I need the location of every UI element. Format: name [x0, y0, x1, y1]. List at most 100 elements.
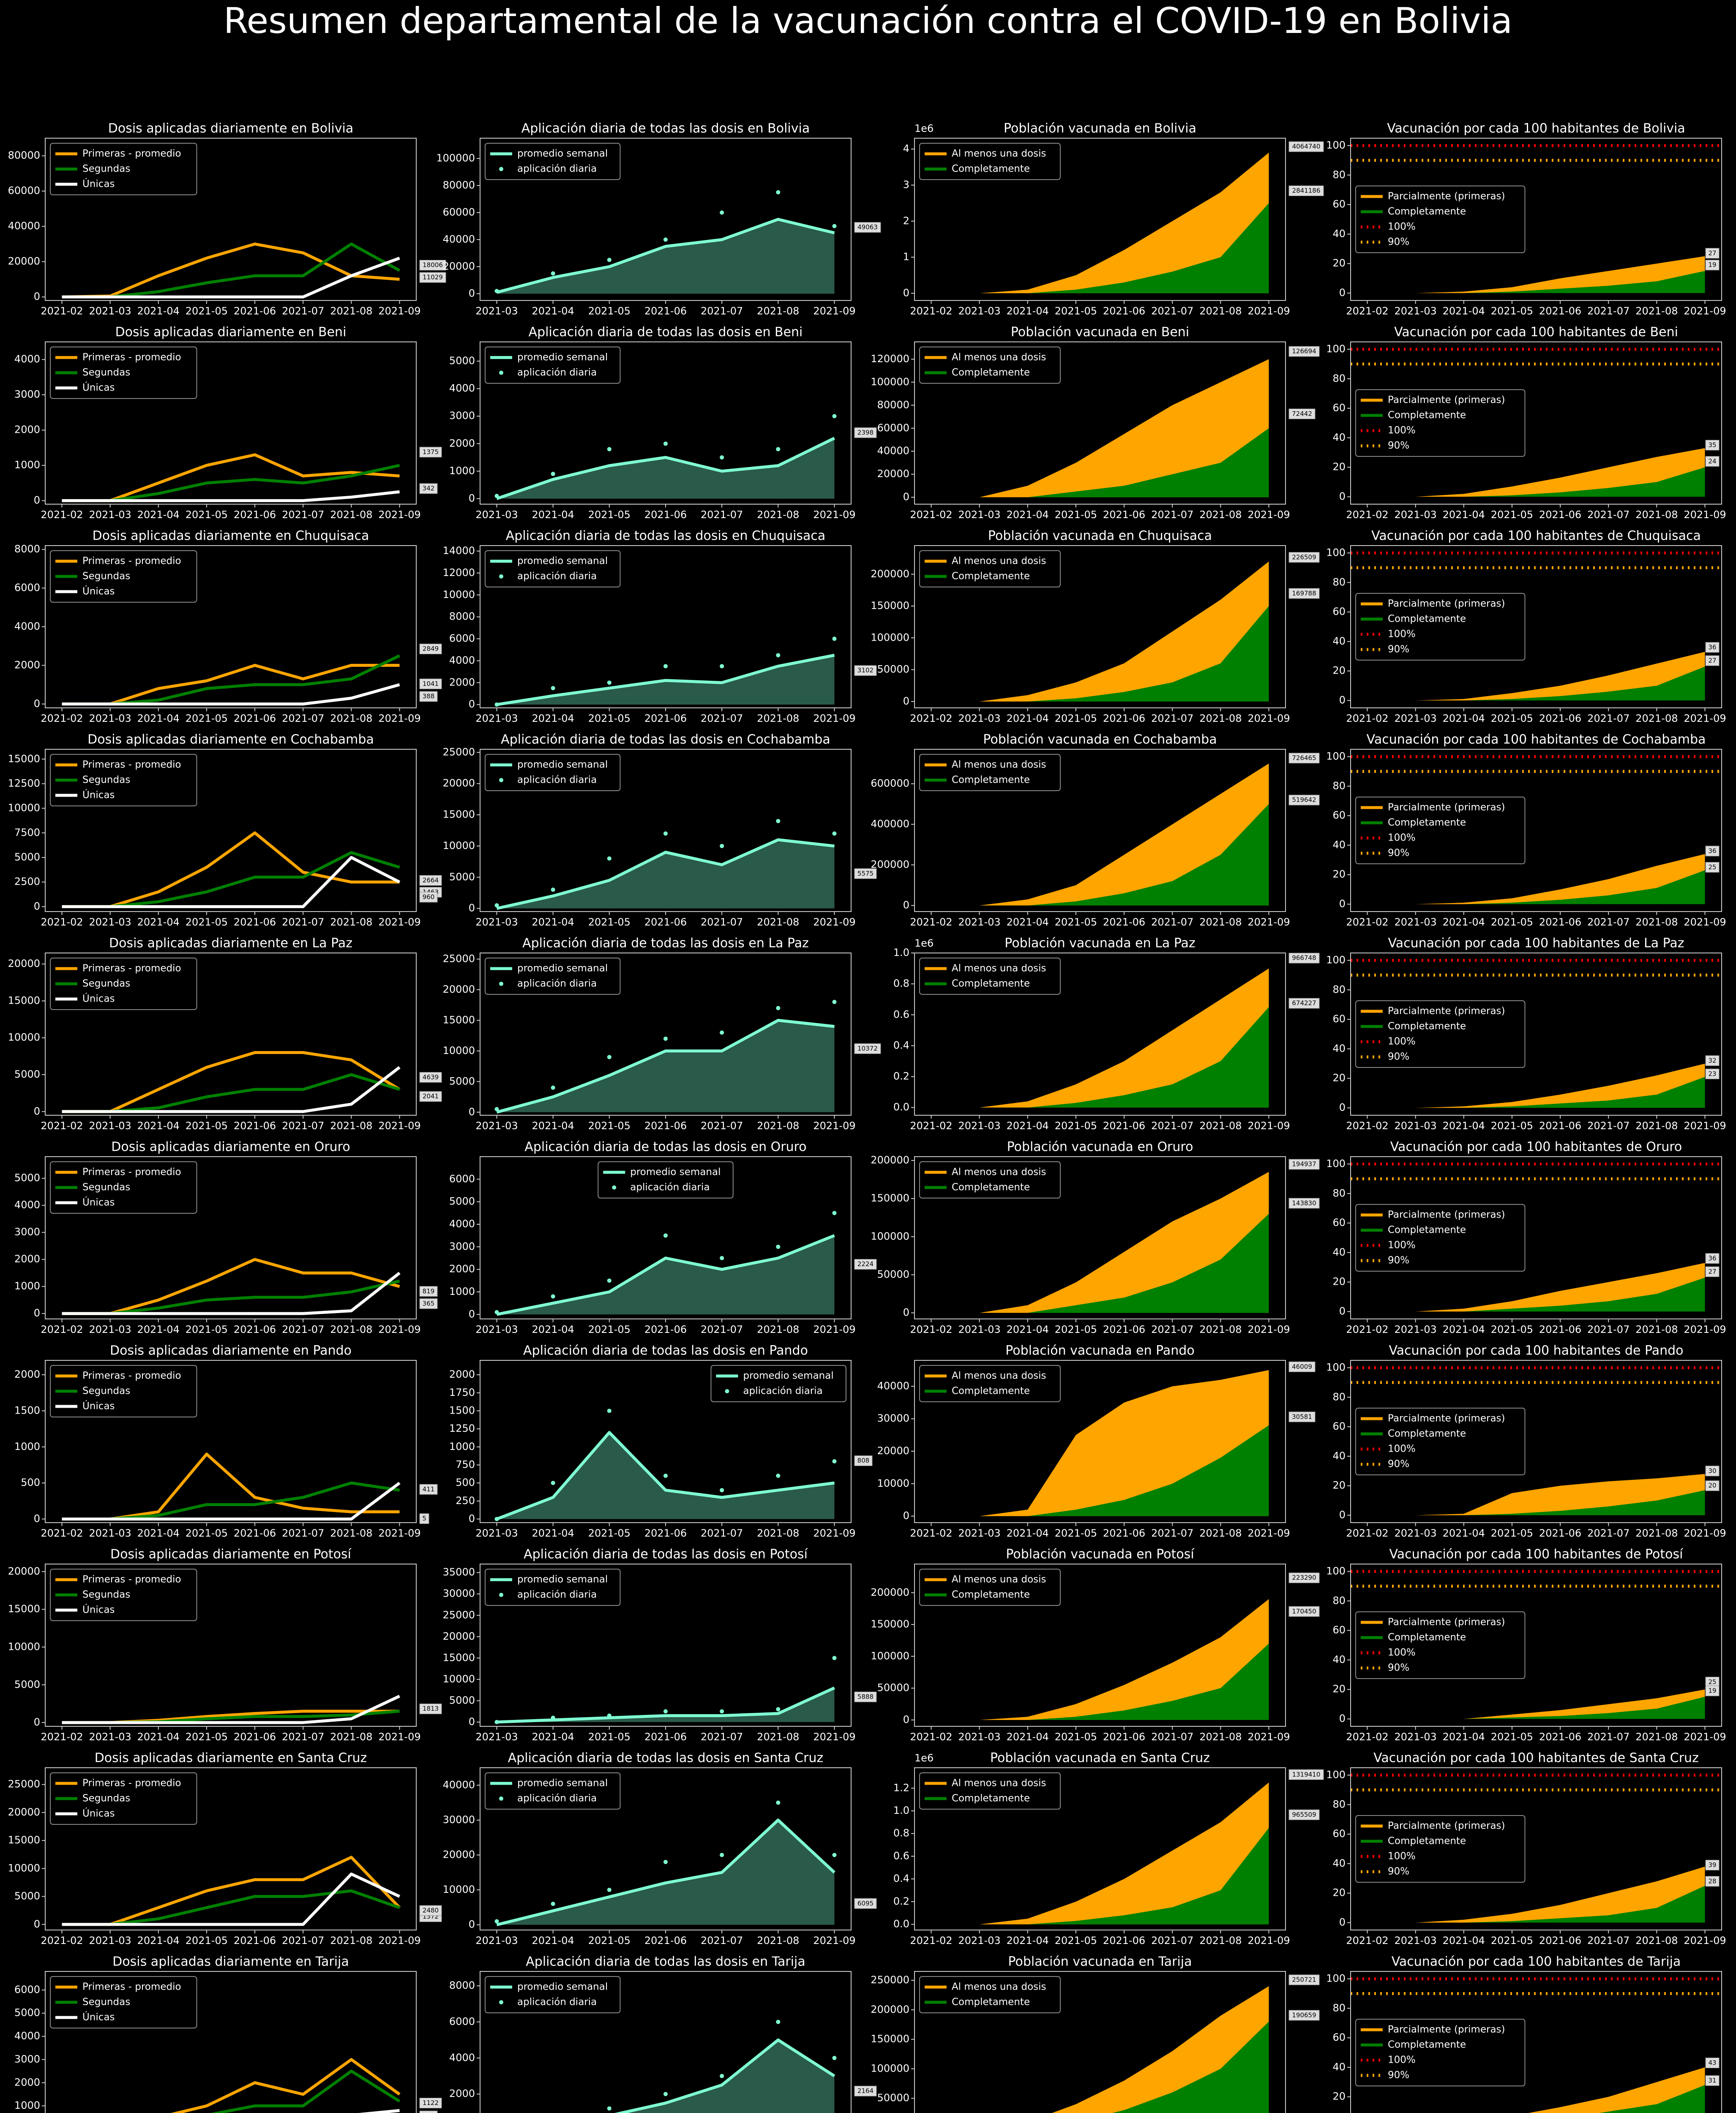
x-tick-label: 2021-03 [1395, 916, 1437, 928]
end-label: 25 [1708, 863, 1716, 871]
legend-label: Completamente [952, 1793, 1030, 1804]
x-tick-label: 2021-07 [1587, 1324, 1630, 1335]
y-tick-label: 0 [34, 1716, 40, 1728]
x-tick-label: 2021-07 [282, 1731, 324, 1743]
x-tick-label: 2021-06 [644, 509, 687, 521]
area [1367, 1077, 1705, 1108]
end-label-box [1288, 2010, 1320, 2021]
x-tick-label: 2021-02 [910, 713, 952, 724]
y-tick-label: 100 [1326, 1158, 1346, 1169]
legend-label: Parcialmente (primeras) [1388, 1209, 1505, 1220]
legend-box [710, 1365, 846, 1402]
x-tick-label: 2021-04 [1007, 1527, 1049, 1539]
y-tick-label: 100 [1326, 1361, 1346, 1373]
y-tick-label: 0 [1339, 491, 1346, 502]
x-tick-label: 2021-06 [644, 916, 687, 928]
subplot-title: Dosis aplicadas diariamente en Cochabamb… [87, 732, 374, 747]
end-label-box [419, 1513, 429, 1524]
x-tick-label: 2021-09 [1684, 1527, 1726, 1539]
y-tick-label: 100 [1326, 546, 1346, 558]
subplot-title: Vacunación por cada 100 habitantes de La… [1388, 936, 1684, 951]
end-label-box [419, 892, 438, 903]
legend-label: promedio semanal [517, 1574, 608, 1585]
end-label: 223290 [1292, 1574, 1316, 1581]
y-tick-label: 150000 [871, 1192, 909, 1204]
y-tick-label: 250 [456, 1495, 475, 1507]
legend-label: aplicación diaria [743, 1386, 823, 1397]
x-tick-label: 2021-07 [701, 1324, 743, 1335]
y-tick-label: 0.4 [893, 1039, 909, 1051]
area [931, 1828, 1269, 1925]
line [496, 1818, 835, 1927]
area [1367, 467, 1705, 497]
end-label: 966748 [1292, 954, 1316, 962]
y-tick-label: 0.2 [893, 1070, 909, 1082]
data-point [551, 1294, 555, 1299]
legend-label: Parcialmente (primeras) [1388, 1006, 1505, 1017]
legend-label: Parcialmente (primeras) [1388, 802, 1505, 813]
axes-frame [45, 1156, 417, 1319]
x-tick-label: 2021-02 [1346, 916, 1388, 928]
x-tick-label: 2021-08 [1635, 509, 1678, 521]
end-label: 1375 [423, 448, 439, 456]
legend-label: promedio semanal [517, 556, 608, 567]
end-label: 25 [1708, 1678, 1716, 1686]
y-tick-label: 50000 [877, 2092, 909, 2104]
subplot-title: Vacunación por cada 100 habitantes de Pa… [1389, 1343, 1683, 1358]
legend-box [919, 958, 1061, 995]
legend-label: 100% [1388, 1444, 1416, 1455]
y-tick-label: 0.0 [893, 1101, 909, 1113]
x-tick-label: 2021-08 [1199, 509, 1242, 521]
legend-box [1355, 593, 1526, 661]
x-tick-label: 2021-07 [1151, 1731, 1193, 1743]
y-tick-label: 80 [1332, 169, 1346, 180]
x-tick-label: 2021-04 [137, 305, 180, 317]
legend-label: 90% [1388, 1459, 1409, 1470]
y-tick-label: 40 [1332, 2061, 1346, 2073]
legend-box [598, 1161, 734, 1198]
legend-label: Completamente [1388, 410, 1466, 421]
x-tick-label: 2021-04 [137, 1120, 180, 1132]
legend-box [1355, 797, 1526, 864]
area [1367, 854, 1705, 904]
y-tick-label: 2000 [14, 1368, 40, 1380]
x-tick-label: 2021-08 [330, 1935, 372, 1946]
legend-label: 100% [1388, 1647, 1416, 1658]
end-label-box [419, 691, 438, 702]
data-point [607, 447, 611, 451]
area [1367, 870, 1705, 904]
legend-box [919, 1976, 1061, 2013]
x-tick-label: 2021-03 [89, 305, 131, 317]
x-tick-label: 2021-08 [1199, 1731, 1242, 1743]
y-tick-label: 1 [903, 251, 909, 263]
x-tick-label: 2021-02 [1346, 713, 1388, 724]
area [1367, 666, 1705, 701]
area [1367, 271, 1705, 293]
end-label: 30581 [1292, 1413, 1312, 1420]
legend-swatch [499, 1796, 503, 1801]
x-tick-label: 2021-08 [330, 305, 372, 317]
area [931, 561, 1269, 702]
end-label-box [419, 1704, 442, 1714]
y-tick-label: 1000 [449, 1441, 475, 1452]
legend-label: Únicas [82, 382, 115, 393]
y-tick-label: 0 [1339, 1102, 1346, 1114]
end-label: 2849 [423, 645, 439, 652]
legend-label: Al menos una dosis [952, 1167, 1046, 1178]
x-tick-label: 2021-04 [1443, 1120, 1485, 1132]
x-tick-label: 2021-06 [1103, 305, 1145, 317]
x-tick-label: 2021-07 [1151, 1935, 1193, 1946]
end-label: 1813 [423, 1705, 439, 1712]
x-tick-label: 2021-05 [588, 1120, 631, 1132]
x-tick-label: 2021-04 [532, 1731, 574, 1743]
end-label-box [1288, 1606, 1320, 1617]
x-tick-label: 2021-05 [1491, 305, 1533, 317]
x-tick-label: 2021-09 [378, 916, 420, 928]
offset-text: 1e6 [914, 123, 934, 134]
x-tick-label: 2021-04 [1443, 713, 1485, 724]
end-label-box [1705, 259, 1720, 270]
data-point [832, 224, 837, 228]
x-tick-label: 2021-05 [1491, 1731, 1533, 1743]
line [210, 2069, 401, 2113]
area [1367, 1474, 1705, 1515]
